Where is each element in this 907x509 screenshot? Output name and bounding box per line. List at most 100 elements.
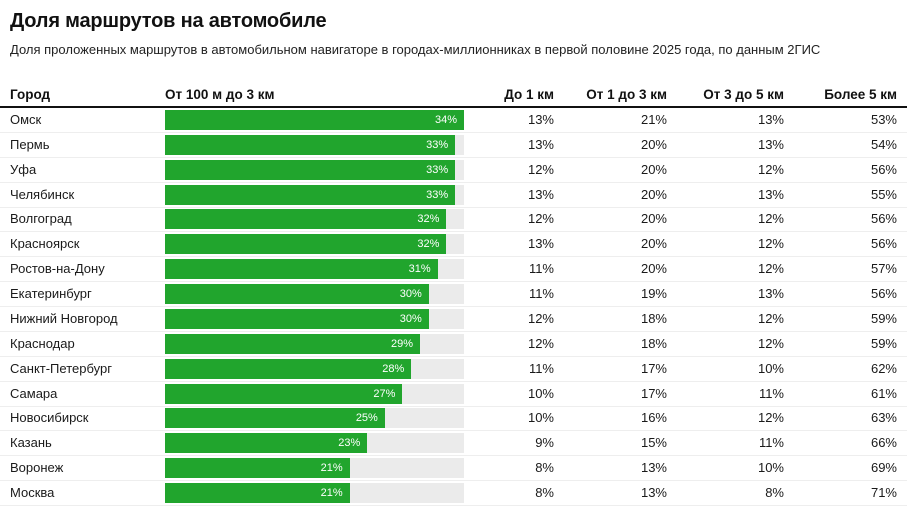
bar-cell: 33% xyxy=(165,134,464,155)
table-row: Омск 34% 13% 21% 13% 53% xyxy=(0,108,907,133)
value-to-1km: 13% xyxy=(527,111,554,127)
city-label: Челябинск xyxy=(10,186,75,202)
bar-track: 33% xyxy=(165,184,464,205)
table-row: Нижний Новгород 30% 12% 18% 12% 59% xyxy=(0,307,907,332)
bar-track: 30% xyxy=(165,284,464,305)
value-3-5km: 8% xyxy=(765,485,784,501)
value-1-3km: 18% xyxy=(640,335,667,351)
column-header-3-5km: От 3 до 5 км xyxy=(703,87,784,102)
bar: 31% xyxy=(165,259,438,280)
table-row: Екатеринбург 30% 11% 19% 13% 56% xyxy=(0,282,907,307)
bar-value-label: 27% xyxy=(373,387,396,400)
bar: 33% xyxy=(165,159,456,180)
value-more-5km: 66% xyxy=(870,435,897,451)
value-to-1km: 11% xyxy=(528,360,554,376)
table-row: Красноярск 32% 13% 20% 12% 56% xyxy=(0,232,907,258)
value-3-5km: 12% xyxy=(757,161,784,177)
bar-track: 23% xyxy=(165,433,464,454)
value-1-3km: 16% xyxy=(640,410,667,426)
bar-value-label: 32% xyxy=(417,213,440,226)
table-row: Москва 21% 8% 13% 8% 71% xyxy=(0,481,907,506)
bar: 34% xyxy=(165,109,464,130)
bar-track: 21% xyxy=(165,483,464,504)
bar-cell: 21% xyxy=(165,483,464,504)
value-to-1km: 12% xyxy=(527,211,554,227)
bar-value-label: 31% xyxy=(408,263,431,276)
bar: 30% xyxy=(165,284,429,305)
column-header-more-5km: Более 5 км xyxy=(824,87,897,102)
bar-value-label: 29% xyxy=(390,337,414,350)
city-label: Казань xyxy=(10,435,52,451)
table-row: Пермь 33% 13% 20% 13% 54% xyxy=(0,133,907,158)
value-1-3km: 20% xyxy=(640,186,667,202)
city-label: Красноярск xyxy=(10,236,80,252)
bar-track: 33% xyxy=(165,134,464,155)
value-1-3km: 18% xyxy=(640,310,667,326)
table-row: Ростов-на-Дону 31% 11% 20% 12% 57% xyxy=(0,257,907,283)
bar: 21% xyxy=(165,458,350,479)
bar: 30% xyxy=(165,308,429,329)
table-row: Воронеж 21% 8% 13% 10% 69% xyxy=(0,456,907,482)
value-more-5km: 63% xyxy=(870,410,897,426)
table-row: Новосибирск 25% 10% 16% 12% 63% xyxy=(0,407,907,432)
bar-value-label: 25% xyxy=(355,412,378,425)
bar-cell: 27% xyxy=(165,383,464,404)
column-header-city: Город xyxy=(10,87,51,102)
city-label: Ростов-на-Дону xyxy=(10,261,105,277)
bar-value-label: 32% xyxy=(417,238,440,251)
value-more-5km: 61% xyxy=(870,385,897,401)
bar-track: 21% xyxy=(165,458,464,479)
value-more-5km: 55% xyxy=(870,186,897,202)
value-1-3km: 17% xyxy=(640,360,667,376)
table-row: Казань 23% 9% 15% 11% 66% xyxy=(0,431,907,457)
bar-value-label: 33% xyxy=(426,163,449,176)
city-label: Краснодар xyxy=(10,335,75,351)
bar-cell: 23% xyxy=(165,433,464,454)
value-to-1km: 10% xyxy=(527,410,554,426)
value-3-5km: 12% xyxy=(757,236,784,252)
bar: 32% xyxy=(165,234,447,255)
value-to-1km: 12% xyxy=(527,161,554,177)
bar-cell: 29% xyxy=(165,333,464,354)
bar-track: 28% xyxy=(165,358,464,379)
column-header-100m-3km: От 100 м до 3 км xyxy=(165,87,275,102)
bar-track: 27% xyxy=(165,383,464,404)
city-label: Волгоград xyxy=(10,211,72,227)
value-1-3km: 20% xyxy=(640,236,667,252)
value-3-5km: 13% xyxy=(757,186,784,202)
bar-track: 25% xyxy=(165,408,464,429)
value-to-1km: 10% xyxy=(527,385,554,401)
bar: 33% xyxy=(165,134,456,155)
bar-value-label: 34% xyxy=(434,113,457,126)
value-3-5km: 12% xyxy=(757,410,784,426)
table-body: Омск 34% 13% 21% 13% 53% Пермь 33% 13% 2… xyxy=(0,108,907,506)
bar: 25% xyxy=(165,408,385,429)
value-3-5km: 10% xyxy=(757,460,784,476)
bar-cell: 34% xyxy=(165,109,464,130)
bar-track: 33% xyxy=(165,159,464,180)
bar: 27% xyxy=(165,383,403,404)
value-1-3km: 19% xyxy=(640,286,667,302)
value-to-1km: 11% xyxy=(528,286,554,302)
bar-cell: 30% xyxy=(165,308,464,329)
bar-value-label: 21% xyxy=(320,462,343,475)
city-label: Омск xyxy=(10,111,42,127)
bar-cell: 33% xyxy=(165,159,464,180)
value-to-1km: 12% xyxy=(527,310,554,326)
bar: 32% xyxy=(165,209,447,230)
value-3-5km: 11% xyxy=(758,435,784,451)
bar: 33% xyxy=(165,184,456,205)
value-1-3km: 20% xyxy=(640,161,667,177)
bar-cell: 32% xyxy=(165,209,464,230)
city-label: Воронеж xyxy=(10,460,64,476)
city-label: Санкт-Петербург xyxy=(10,360,112,376)
column-header-1-3km: От 1 до 3 км xyxy=(586,87,667,102)
value-to-1km: 8% xyxy=(535,460,554,476)
value-1-3km: 15% xyxy=(640,435,667,451)
bar-track: 32% xyxy=(165,234,464,255)
value-more-5km: 57% xyxy=(870,261,897,277)
value-1-3km: 17% xyxy=(640,385,667,401)
value-3-5km: 10% xyxy=(757,360,784,376)
city-label: Екатеринбург xyxy=(10,286,92,302)
bar: 29% xyxy=(165,333,421,354)
